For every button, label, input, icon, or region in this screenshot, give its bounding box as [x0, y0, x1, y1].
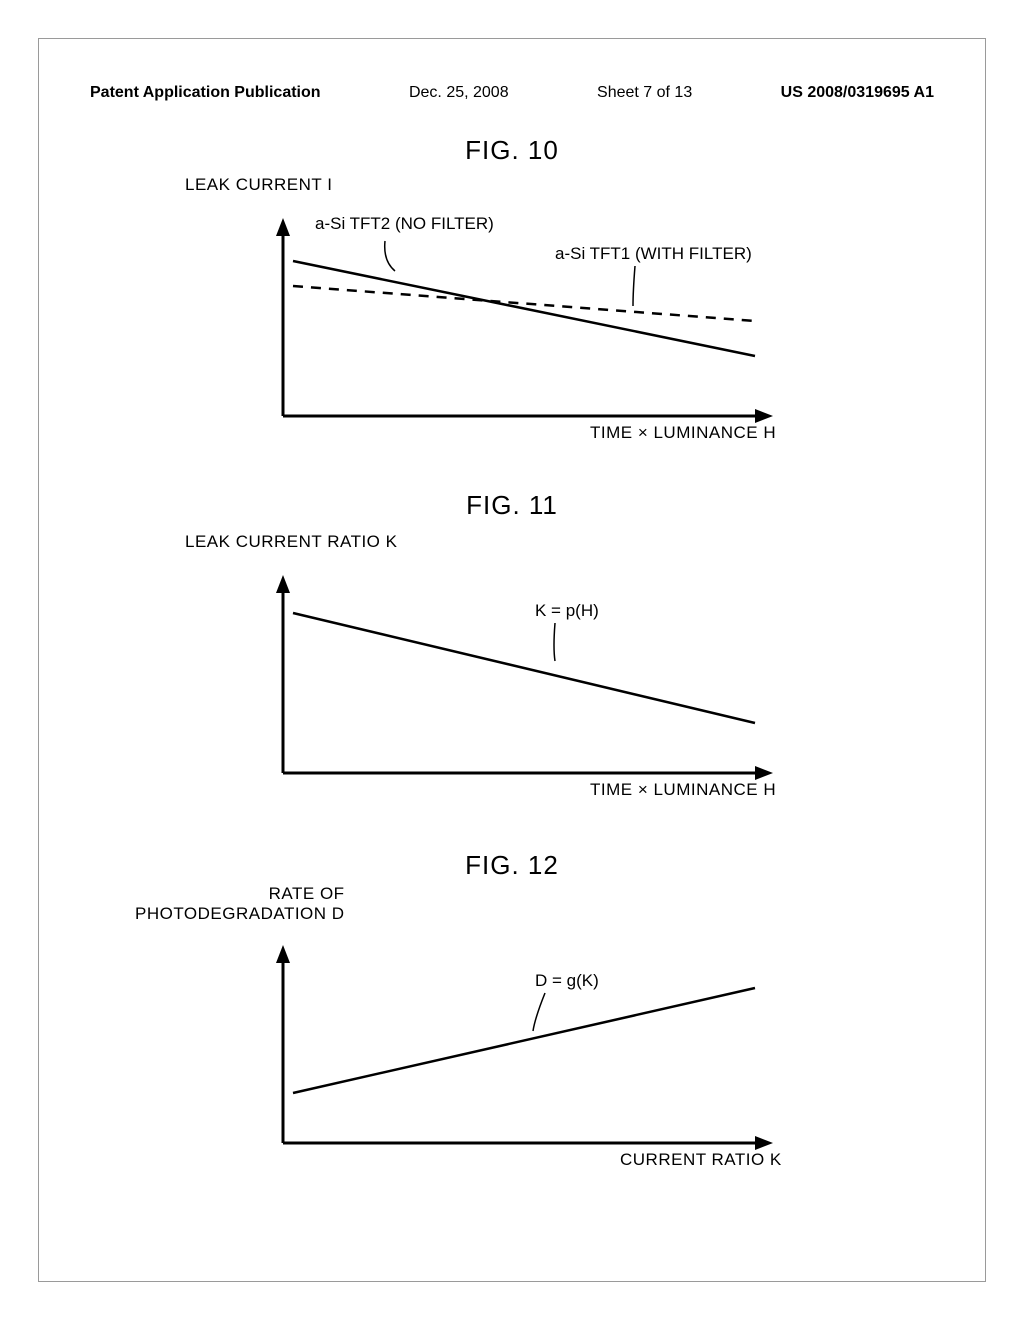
figure-11: FIG. 11 LEAK CURRENT RATIO K K = p(H) TI… [0, 490, 1024, 751]
figure-11-y-label: LEAK CURRENT RATIO K [185, 532, 397, 552]
figure-11-series-label: K = p(H) [535, 601, 599, 621]
figure-12-title: FIG. 12 [0, 850, 1024, 881]
figure-12: FIG. 12 RATE OF PHOTODEGRADATION D D = g… [0, 850, 1024, 1111]
figure-10: FIG. 10 LEAK CURRENT I a-Si TFT2 (NO FIL… [0, 135, 1024, 396]
figure-11-plot [255, 573, 795, 803]
page-header: Patent Application Publication Dec. 25, … [90, 84, 934, 102]
figure-10-series-tft1-label: a-Si TFT1 (WITH FILTER) [555, 244, 752, 264]
figure-12-y-label-text: RATE OF PHOTODEGRADATION D [135, 884, 345, 923]
figure-10-series-tft2-label: a-Si TFT2 (NO FILTER) [315, 214, 494, 234]
figure-12-series-label: D = g(K) [535, 971, 599, 991]
figure-11-title: FIG. 11 [0, 490, 1024, 521]
sheet-number: Sheet 7 of 13 [597, 84, 692, 102]
figure-11-x-label: TIME × LUMINANCE H [590, 780, 776, 800]
publication-date: Dec. 25, 2008 [409, 84, 509, 102]
figure-12-y-label: RATE OF PHOTODEGRADATION D [135, 884, 345, 923]
figure-10-x-label: TIME × LUMINANCE H [590, 423, 776, 443]
figure-12-plot [255, 943, 795, 1173]
publication-label: Patent Application Publication [90, 84, 321, 102]
publication-number: US 2008/0319695 A1 [781, 84, 934, 102]
figure-10-y-label: LEAK CURRENT I [185, 175, 332, 195]
figure-10-title: FIG. 10 [0, 135, 1024, 166]
figure-12-x-label: CURRENT RATIO K [620, 1150, 782, 1170]
